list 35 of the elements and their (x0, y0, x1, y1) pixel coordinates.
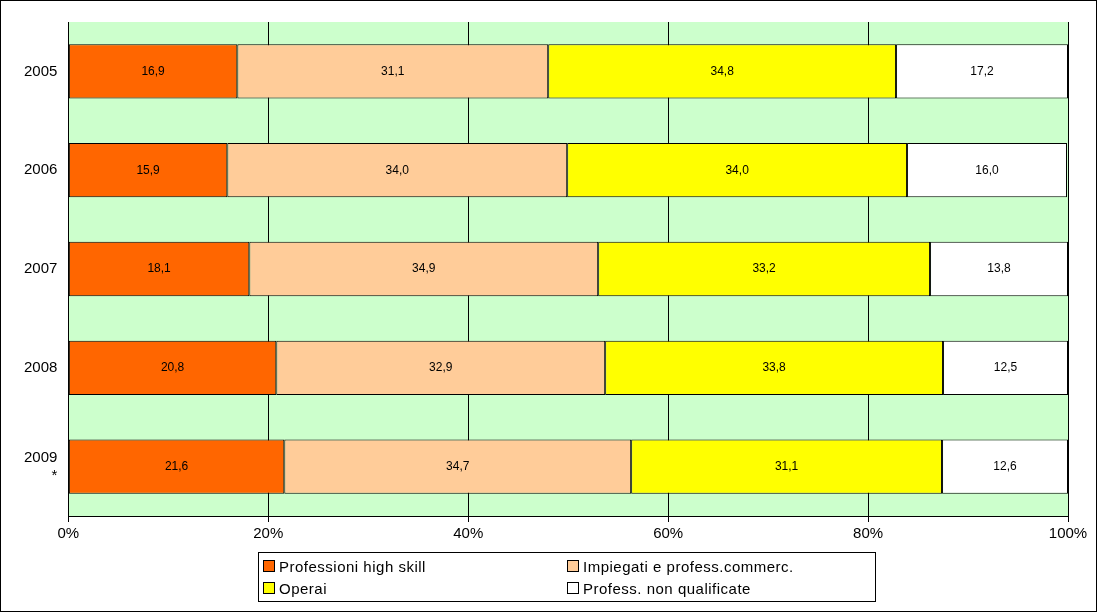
data-label: 34,9 (412, 261, 436, 276)
legend-label: Profess. non qualificate (583, 579, 751, 597)
data-label: 32,9 (429, 360, 453, 375)
x-tick-label: 100% (1048, 524, 1088, 542)
legend-label: Professioni high skill (279, 557, 426, 575)
y-tick-label: 2008 (23, 357, 58, 375)
data-label: 17,2 (970, 63, 995, 78)
data-label: 12,5 (993, 360, 1018, 375)
data-label: 20,8 (160, 360, 185, 375)
data-label: 16,9 (141, 63, 166, 78)
data-label: 34,7 (446, 458, 470, 473)
y-tick-label: 2005 (23, 61, 58, 79)
legend-label: Operai (279, 579, 328, 597)
y-tick-label: 2009 * (23, 447, 58, 483)
data-label: 13,8 (987, 261, 1012, 276)
x-tick-label: 20% (253, 524, 284, 542)
data-label: 12,6 (993, 458, 1018, 473)
data-label: 34,0 (385, 162, 410, 177)
y-tick-label: 2007 (23, 259, 58, 277)
data-label: 15,9 (136, 162, 161, 177)
x-tick-label: 0% (57, 524, 80, 542)
legend-label: Impiegati e profess.commerc. (583, 557, 794, 575)
data-label: 31,1 (774, 458, 799, 473)
x-tick-label: 40% (453, 524, 484, 542)
data-label: 34,8 (710, 63, 735, 78)
data-label: 33,8 (762, 360, 787, 375)
data-label: 21,6 (164, 458, 189, 473)
x-tick-label: 80% (853, 524, 884, 542)
data-label: 33,2 (752, 261, 777, 276)
data-label: 31,1 (381, 63, 405, 78)
data-label: 18,1 (147, 261, 172, 276)
data-label: 16,0 (975, 162, 1000, 177)
x-tick-label: 60% (653, 524, 684, 542)
data-label: 34,0 (725, 162, 750, 177)
y-tick-label: 2006 (23, 160, 58, 178)
